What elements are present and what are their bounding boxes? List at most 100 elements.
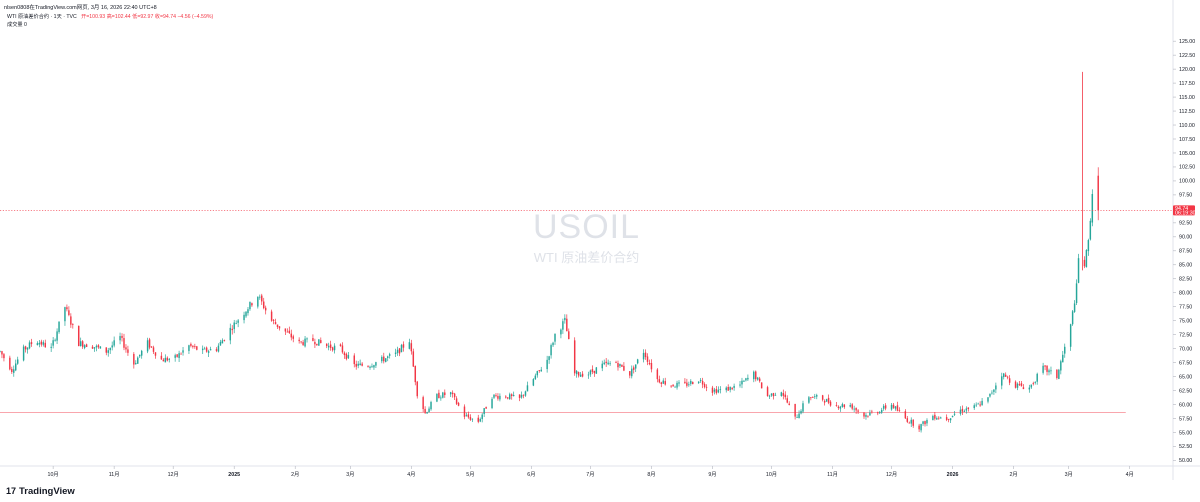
candle-body (701, 380, 704, 385)
candle-body (398, 348, 401, 354)
candle-body (300, 341, 302, 343)
candle-body (1056, 369, 1058, 379)
watermark-symbol: USOIL (532, 208, 641, 246)
candle-body (520, 394, 523, 398)
candle-body (758, 378, 761, 382)
candle-body (560, 329, 562, 335)
candle-body (963, 411, 966, 412)
candle-body (284, 328, 287, 332)
price-tick-label: 60.00 (1179, 402, 1192, 408)
candle-body (782, 393, 785, 396)
candle-body (589, 370, 592, 375)
candle-body (469, 417, 472, 420)
candle-body (1058, 369, 1060, 379)
candle-body (235, 323, 237, 325)
candle-body (1036, 373, 1038, 382)
candle-body (786, 398, 788, 403)
candle-body (70, 316, 72, 325)
price-tick-label: 50.00 (1179, 458, 1192, 464)
candle-body (68, 310, 70, 315)
candle-body (890, 404, 893, 410)
candle-body (656, 369, 659, 380)
candle-body (711, 387, 714, 393)
candle-body (1087, 240, 1090, 252)
candle-body (312, 338, 314, 341)
candle-body (9, 357, 11, 370)
candle-body (526, 385, 529, 392)
candle-body (249, 301, 251, 310)
candle-body (457, 402, 460, 406)
candle-body (918, 425, 920, 430)
candle-body (540, 369, 542, 372)
candle-body (573, 340, 576, 374)
candle-body (499, 395, 501, 400)
price-tick-label: 110.00 (1179, 123, 1195, 129)
candle-body (975, 404, 977, 406)
candle-body (510, 394, 513, 397)
candle-body (575, 370, 578, 375)
candle-body (54, 339, 56, 341)
candle-body (341, 345, 344, 353)
candle-body (896, 405, 899, 411)
time-tick-label: 5月 (466, 471, 474, 478)
time-tick-label: 2月 (1009, 471, 1017, 478)
candle-body (827, 397, 830, 403)
candle-body (440, 397, 442, 399)
candle-body (753, 371, 755, 380)
candle-body (794, 403, 796, 417)
price-tick-label: 77.50 (1179, 304, 1192, 310)
candle-body (471, 418, 474, 420)
candle-body (587, 374, 590, 376)
candle-body (394, 352, 397, 354)
candle-body (623, 365, 625, 371)
candle-body (400, 345, 403, 353)
candle-body (135, 362, 137, 365)
price-tick-label: 112.50 (1179, 109, 1195, 115)
candle-body (947, 418, 950, 420)
symbol-legend[interactable]: WTI 原油差价合约 · 1天 · TVC 开=100.93 高=102.44 … (7, 13, 213, 20)
candle-body (28, 342, 31, 349)
candle-body (619, 363, 621, 367)
candle-body (851, 404, 853, 409)
candle-body (1020, 383, 1023, 387)
candle-body (548, 356, 550, 361)
candle-body (146, 340, 149, 352)
candle-body (798, 413, 800, 419)
candle-body (1003, 373, 1005, 378)
symbol-description[interactable]: WTI 原油差价合约 · 1天 · TVC (7, 14, 77, 20)
candle-body (357, 363, 359, 366)
candle-body (951, 415, 954, 418)
candle-body (961, 408, 964, 412)
candle-body (410, 343, 413, 352)
candle-body (967, 407, 970, 410)
candle-body (591, 369, 594, 372)
volume-legend[interactable]: 成交量 0 (7, 22, 27, 28)
candle-body (119, 336, 121, 341)
candle-body (81, 341, 84, 347)
candle-body (416, 381, 418, 397)
candle-body (388, 354, 391, 356)
candle-body (595, 367, 598, 374)
candle-body (1091, 193, 1094, 223)
candle-body (719, 389, 722, 390)
candle-body (629, 371, 631, 376)
candle-body (1085, 250, 1088, 268)
candle-body (274, 322, 277, 325)
candle-body (770, 393, 773, 396)
candle-body (534, 375, 537, 380)
candle-body (731, 387, 733, 390)
candle-body (359, 363, 361, 366)
candle-body (670, 385, 672, 387)
candle-body (444, 392, 446, 396)
candle-body (1014, 381, 1017, 388)
candle-body (741, 380, 743, 385)
ohlc-values: 开=100.93 高=102.44 低=92.97 收=94.74 −4.56 … (81, 14, 214, 20)
candle-body (745, 378, 747, 381)
candle-body (512, 394, 515, 397)
candle-body (989, 393, 991, 397)
candle-body (953, 413, 956, 415)
candle-body (617, 363, 619, 368)
tradingview-brand[interactable]: 17 TradingView (6, 486, 75, 497)
candle-body (160, 355, 163, 360)
